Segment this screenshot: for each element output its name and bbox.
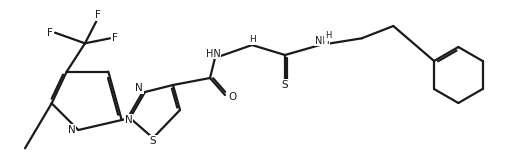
Text: NH: NH: [315, 36, 330, 46]
Text: F: F: [112, 33, 118, 43]
Text: S: S: [282, 80, 289, 90]
Text: F: F: [95, 10, 101, 20]
Text: H: H: [249, 36, 255, 44]
Text: F: F: [47, 28, 53, 38]
Text: H: H: [325, 31, 331, 40]
Text: S: S: [149, 136, 156, 146]
Text: N: N: [125, 115, 132, 125]
Text: HN: HN: [206, 49, 221, 59]
Text: N: N: [135, 83, 143, 93]
Text: N: N: [67, 125, 75, 135]
Text: O: O: [228, 92, 236, 102]
